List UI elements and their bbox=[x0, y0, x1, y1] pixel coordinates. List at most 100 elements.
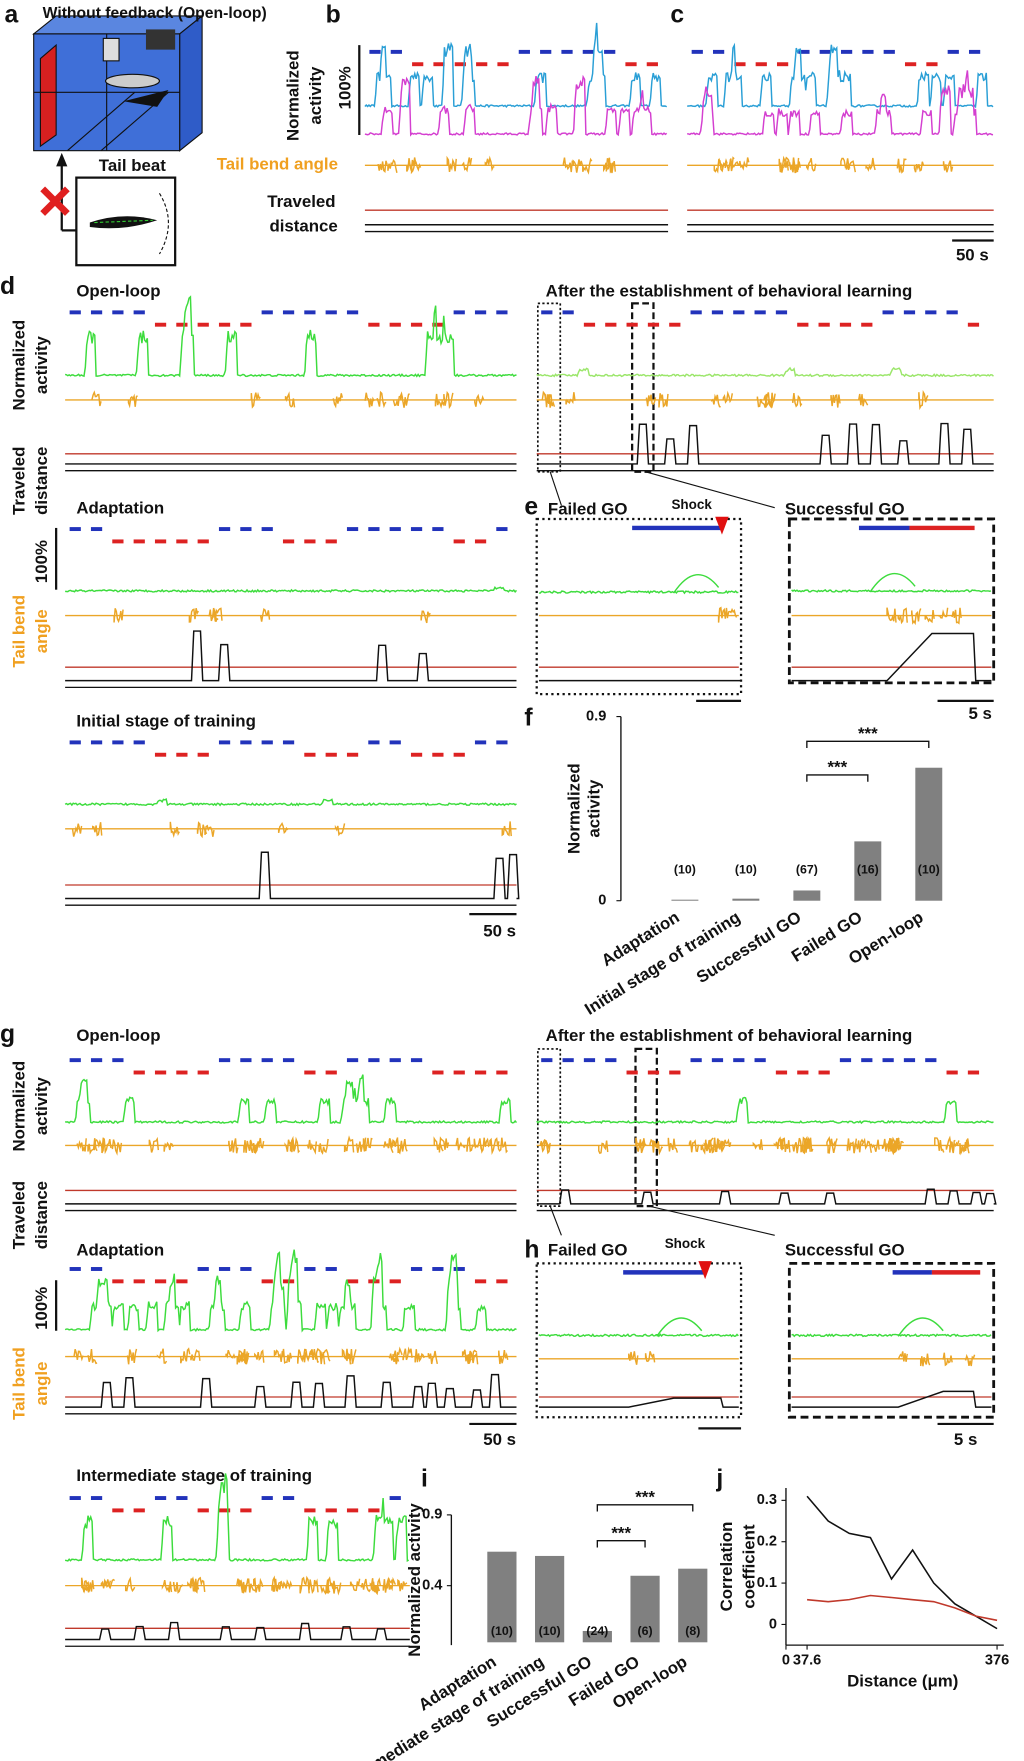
tail-burst bbox=[93, 1137, 105, 1151]
x-tick-label: Successful GO bbox=[693, 907, 805, 987]
scale-label: 50 s bbox=[956, 246, 989, 265]
tail-burst bbox=[84, 1579, 95, 1592]
trace-title: Failed GO bbox=[548, 1240, 627, 1259]
tail-burst bbox=[402, 1346, 413, 1361]
trace-title: After the establishment of behavioral le… bbox=[546, 282, 913, 301]
activity-trace bbox=[64, 1473, 410, 1562]
activity-trace bbox=[538, 590, 739, 595]
activity-trace bbox=[687, 70, 994, 137]
trace-title: Successful GO bbox=[785, 1240, 905, 1259]
tail-burst bbox=[752, 1139, 764, 1151]
x-tick-label: 0 bbox=[782, 1653, 790, 1669]
scale-label: 5 s bbox=[969, 704, 992, 723]
bar bbox=[915, 767, 943, 901]
tail-burst bbox=[314, 1347, 326, 1365]
data-line bbox=[806, 1495, 998, 1630]
tail-burst bbox=[376, 390, 387, 409]
tail-burst bbox=[172, 1581, 184, 1594]
tail-burst bbox=[501, 821, 512, 837]
axis-label: Tail bend bbox=[10, 595, 29, 668]
bar bbox=[671, 899, 699, 901]
significance-label: *** bbox=[858, 724, 878, 743]
tail-burst bbox=[87, 1348, 98, 1365]
tail-burst bbox=[484, 155, 495, 172]
activity-trace bbox=[64, 1249, 517, 1333]
significance-label: *** bbox=[635, 1487, 655, 1506]
tail-burst bbox=[896, 158, 907, 174]
tail-burst bbox=[387, 158, 398, 173]
y-tick-label: 0 bbox=[769, 1616, 777, 1632]
annotation: Shock bbox=[671, 497, 712, 512]
trace-title: Successful GO bbox=[785, 499, 905, 518]
tail-burst bbox=[840, 157, 851, 169]
tail-burst bbox=[113, 608, 124, 624]
axis-label: coefficient bbox=[739, 1524, 758, 1609]
count-label: (67) bbox=[796, 863, 818, 877]
tail-burst bbox=[765, 392, 776, 408]
scale-label: 5 s bbox=[954, 1430, 977, 1449]
axis-label: activity bbox=[306, 66, 325, 125]
tail-burst bbox=[474, 393, 485, 407]
tail-burst bbox=[111, 1139, 123, 1156]
tail-burst bbox=[461, 157, 473, 173]
tail-burst bbox=[272, 1578, 284, 1592]
axis-label: activity bbox=[585, 779, 604, 838]
tail-burst bbox=[934, 1137, 945, 1153]
distance-trace bbox=[65, 1373, 517, 1408]
tail-burst bbox=[562, 157, 574, 173]
tail-burst bbox=[443, 390, 454, 410]
tail-burst bbox=[308, 1578, 319, 1594]
tail-burst bbox=[497, 1137, 509, 1154]
bar bbox=[678, 1568, 708, 1643]
trace-title: Failed GO bbox=[548, 499, 627, 518]
tail-burst bbox=[649, 1138, 660, 1153]
tail-burst bbox=[857, 393, 869, 407]
tail-burst bbox=[919, 1353, 931, 1367]
tail-burst bbox=[76, 1138, 87, 1152]
tail-burst bbox=[194, 1576, 206, 1594]
y-tick-label: 0.1 bbox=[757, 1575, 777, 1591]
scale-label: 50 s bbox=[483, 922, 516, 941]
setup-schematic bbox=[32, 14, 204, 267]
panel-label: i bbox=[421, 1466, 428, 1493]
tail-burst bbox=[897, 607, 908, 625]
tail-burst bbox=[739, 157, 750, 171]
tail-burst bbox=[756, 393, 768, 408]
tail-burst bbox=[897, 1351, 908, 1362]
distance-trace bbox=[791, 1390, 992, 1408]
bar bbox=[582, 1630, 612, 1643]
panel-label: j bbox=[715, 1466, 723, 1493]
tail-burst bbox=[397, 1138, 408, 1154]
tail-burst bbox=[565, 392, 576, 405]
tail-burst bbox=[461, 1349, 472, 1365]
annotation: Shock bbox=[665, 1236, 706, 1251]
axis-label: Tail bend angle bbox=[217, 155, 338, 174]
scale-label: 100% bbox=[335, 66, 354, 109]
bar bbox=[535, 1555, 565, 1643]
scale-label: 100% bbox=[32, 540, 51, 583]
tail-burst bbox=[710, 393, 721, 408]
y-tick-label: 0 bbox=[598, 893, 606, 909]
significance-label: *** bbox=[828, 758, 848, 777]
tail-burst bbox=[713, 158, 724, 174]
tail-burst bbox=[104, 1578, 116, 1590]
bar bbox=[630, 1575, 660, 1643]
tail-burst bbox=[277, 822, 289, 835]
tail-burst bbox=[688, 1139, 700, 1153]
tail-burst bbox=[865, 157, 876, 172]
tail-burst bbox=[364, 392, 375, 408]
tail-burst bbox=[724, 156, 735, 172]
tail-burst bbox=[163, 1141, 174, 1152]
axis-label: Normalized bbox=[284, 50, 303, 141]
tail-burst bbox=[259, 607, 271, 622]
tail-burst bbox=[228, 1138, 239, 1154]
tail-burst bbox=[704, 1143, 716, 1153]
bar bbox=[854, 841, 882, 901]
axis-label: Traveled bbox=[10, 447, 29, 515]
tail-burst bbox=[208, 607, 219, 623]
count-label: (16) bbox=[857, 863, 879, 877]
tail-burst bbox=[945, 1135, 956, 1152]
axis-label: Traveled bbox=[10, 1181, 29, 1249]
tail-burst bbox=[427, 1350, 439, 1365]
tail-burst bbox=[937, 607, 949, 619]
